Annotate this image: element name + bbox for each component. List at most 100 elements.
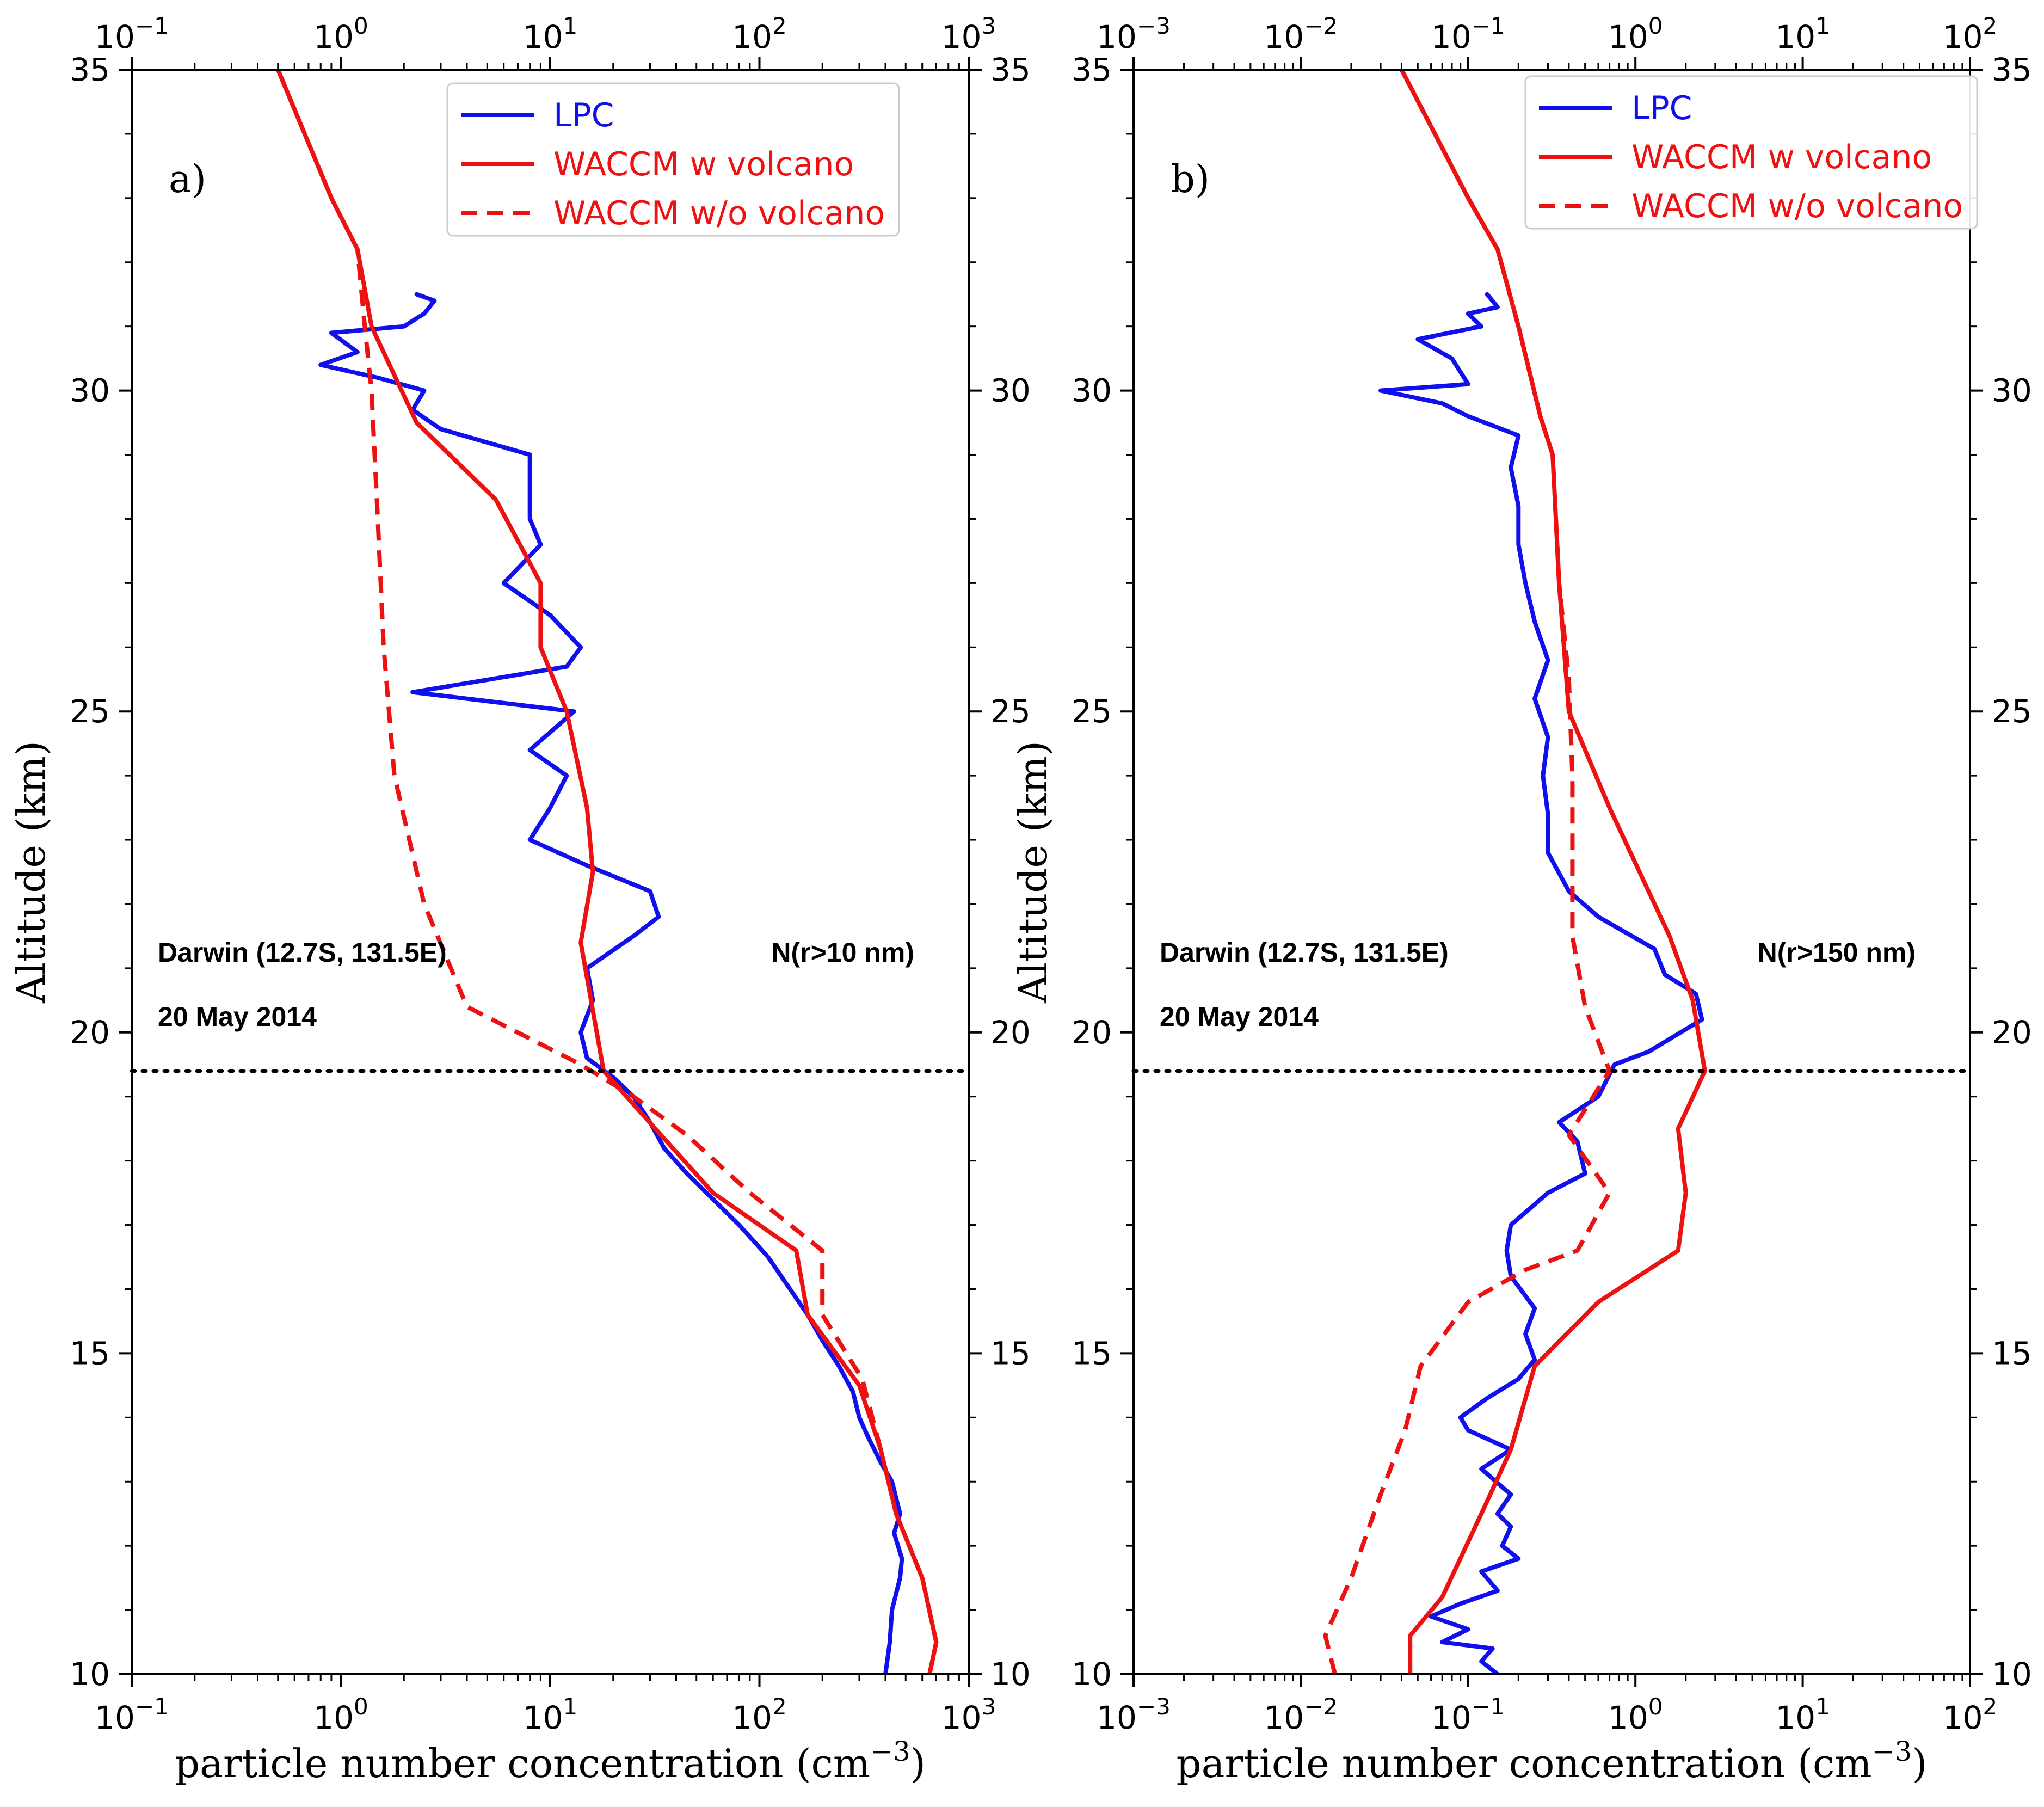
x-tick-label-top: 103 xyxy=(941,13,996,56)
x-tick-exponent: 3 xyxy=(982,1693,996,1720)
x-tick-label-top: 10−2 xyxy=(1264,13,1338,56)
x-tick-base: 10 xyxy=(95,1699,135,1736)
plot-frame xyxy=(131,69,970,1675)
x-tick-exponent: −3 xyxy=(1137,13,1171,39)
legend-box xyxy=(446,82,900,237)
annotation-location: Darwin (12.7S, 131.5E) xyxy=(158,937,447,968)
x-tick-label-top: 102 xyxy=(732,13,787,56)
x-tick-base: 10 xyxy=(1097,19,1137,56)
legend-box xyxy=(1524,75,1978,230)
y-tick-label-left: 30 xyxy=(1072,372,1112,409)
x-axis-label-end: ) xyxy=(910,1741,926,1786)
x-tick-exponent: 0 xyxy=(354,1693,368,1720)
x-tick-exponent: −2 xyxy=(1304,13,1338,39)
x-tick-label-top: 101 xyxy=(523,13,578,56)
x-tick-base: 10 xyxy=(313,1699,354,1736)
y-tick-label-right: 30 xyxy=(990,372,1031,409)
x-tick-exponent: 0 xyxy=(1648,1693,1663,1720)
panel-label: a) xyxy=(169,157,206,201)
x-tick-label-top: 102 xyxy=(1943,13,1998,56)
y-tick-label-left: 25 xyxy=(70,693,110,730)
x-tick-base: 10 xyxy=(523,1699,563,1736)
x-tick-exponent: −2 xyxy=(1304,1693,1338,1720)
x-tick-base: 10 xyxy=(1097,1699,1137,1736)
x-tick-exponent: 2 xyxy=(772,1693,787,1720)
y-tick-label-left: 15 xyxy=(1072,1335,1112,1372)
y-tick-label-right: 20 xyxy=(1992,1014,2032,1051)
series-line-waccm-w-o-volcano xyxy=(1323,70,1612,1674)
x-tick-base: 10 xyxy=(1943,19,1983,56)
x-tick-base: 10 xyxy=(732,1699,772,1736)
legend-label: WACCM w volcano xyxy=(553,145,854,183)
x-tick-base: 10 xyxy=(1608,19,1648,56)
x-tick-base: 10 xyxy=(313,19,354,56)
x-tick-label-top: 10−3 xyxy=(1097,13,1171,56)
legend: LPC WACCM w volcano WACCM w/o volcano xyxy=(1524,75,1978,230)
legend: LPC WACCM w volcano WACCM w/o volcano xyxy=(446,82,900,237)
y-tick-label-right: 30 xyxy=(1992,372,2032,409)
legend-label: WACCM w/o volcano xyxy=(553,194,885,232)
y-axis-label: Altitude (km) xyxy=(1010,741,1056,1004)
x-tick-label-top: 100 xyxy=(313,13,368,56)
x-tick-base: 10 xyxy=(1264,19,1304,56)
x-tick-exponent: 1 xyxy=(563,1693,578,1720)
x-tick-base: 10 xyxy=(95,19,135,56)
y-tick-label-right: 15 xyxy=(1992,1335,2032,1372)
x-tick-base: 10 xyxy=(1775,1699,1815,1736)
annotation-quantity: N(r>150 nm) xyxy=(1758,937,1916,968)
y-tick-label-left: 20 xyxy=(1072,1014,1112,1051)
y-tick-label-right: 20 xyxy=(990,1014,1031,1051)
x-tick-exponent: −3 xyxy=(1137,1693,1171,1720)
x-tick-base: 10 xyxy=(941,19,982,56)
annotation-date: 20 May 2014 xyxy=(158,1001,317,1032)
x-tick-exponent: 1 xyxy=(1815,1693,1830,1720)
y-tick-label-right: 35 xyxy=(1992,51,2032,88)
x-tick-exponent: 1 xyxy=(1815,13,1830,39)
x-axis-label: particle number concentration (cm−3) xyxy=(1177,1736,1928,1786)
x-tick-exponent: −1 xyxy=(135,13,169,39)
x-tick-label-bottom: 10−3 xyxy=(1097,1693,1171,1736)
x-tick-base: 10 xyxy=(1943,1699,1983,1736)
x-tick-exponent: 2 xyxy=(1983,13,1998,39)
x-tick-exponent: 2 xyxy=(772,13,787,39)
x-tick-label-top: 100 xyxy=(1608,13,1663,56)
y-tick-label-left: 15 xyxy=(70,1335,110,1372)
x-tick-base: 10 xyxy=(1431,1699,1472,1736)
x-tick-label-bottom: 102 xyxy=(1943,1693,1998,1736)
panel-label: b) xyxy=(1171,157,1210,201)
y-tick-label-left: 35 xyxy=(1072,51,1112,88)
y-tick-label-left: 25 xyxy=(1072,693,1112,730)
x-tick-base: 10 xyxy=(1431,19,1472,56)
y-tick-label-right: 35 xyxy=(990,51,1031,88)
y-tick-label-right: 10 xyxy=(1992,1656,2032,1693)
y-axis-label: Altitude (km) xyxy=(8,741,54,1004)
y-tick-label-right: 25 xyxy=(990,693,1031,730)
x-axis-label-main: particle number concentration (cm xyxy=(1177,1741,1872,1786)
series-line-lpc xyxy=(1378,292,1704,1674)
x-tick-exponent: −1 xyxy=(135,1693,169,1720)
x-tick-label-bottom: 103 xyxy=(941,1693,996,1736)
series-group xyxy=(1323,70,1707,1674)
panel-b: 10−310−310−210−210−110−11001001011011021… xyxy=(1010,13,2032,1786)
x-tick-base: 10 xyxy=(1608,1699,1648,1736)
x-tick-base: 10 xyxy=(732,19,772,56)
y-tick-label-right: 10 xyxy=(990,1656,1031,1693)
x-tick-label-bottom: 100 xyxy=(1608,1693,1663,1736)
series-line-waccm-w-o-volcano xyxy=(276,70,939,1674)
x-tick-exponent: 0 xyxy=(1648,13,1663,39)
y-tick-label-left: 30 xyxy=(70,372,110,409)
series-line-lpc xyxy=(318,292,904,1674)
x-tick-exponent: 0 xyxy=(354,13,368,39)
x-tick-label-bottom: 10−1 xyxy=(95,1693,169,1736)
x-tick-base: 10 xyxy=(523,19,563,56)
y-tick-label-left: 10 xyxy=(1072,1656,1112,1693)
x-tick-exponent: −1 xyxy=(1472,13,1505,39)
x-tick-label-top: 101 xyxy=(1775,13,1830,56)
x-tick-base: 10 xyxy=(1775,19,1815,56)
x-tick-label-bottom: 10−1 xyxy=(1431,1693,1505,1736)
y-tick-label-left: 20 xyxy=(70,1014,110,1051)
x-tick-label-bottom: 101 xyxy=(1775,1693,1830,1736)
